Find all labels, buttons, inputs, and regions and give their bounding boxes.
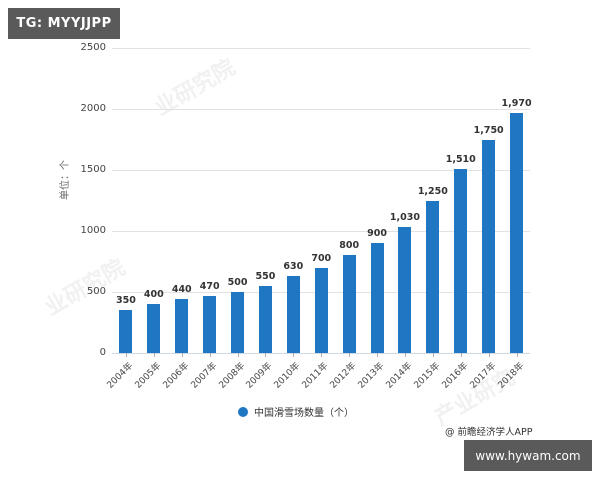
bar-value-label: 900 — [367, 228, 387, 240]
bar[interactable] — [119, 310, 133, 353]
x-tick-mark — [265, 353, 267, 357]
bar-value-label: 800 — [339, 240, 360, 252]
bar-value-label: 630 — [283, 261, 304, 273]
source-credit: @ 前瞻经济学人APP — [445, 427, 533, 438]
bar-value-label: 400 — [143, 289, 164, 301]
gridline — [112, 231, 530, 232]
bar-value-label: 700 — [311, 252, 332, 264]
gridline — [112, 48, 530, 49]
x-tick-mark — [488, 353, 490, 357]
bar[interactable] — [286, 276, 300, 353]
bar[interactable] — [342, 255, 356, 353]
y-tick: 1500 — [80, 164, 106, 175]
bar[interactable] — [203, 295, 217, 353]
legend[interactable]: 中国滑雪场数量（个） — [238, 404, 354, 419]
x-tick-mark — [237, 353, 239, 357]
x-tick-mark — [181, 353, 183, 357]
x-tick-mark — [321, 353, 323, 357]
bar[interactable] — [482, 139, 496, 353]
legend-label: 中国滑雪场数量（个） — [254, 408, 354, 419]
bar[interactable] — [258, 285, 272, 353]
bar[interactable] — [370, 243, 384, 353]
y-tick: 1000 — [80, 225, 106, 236]
legend-marker-icon — [238, 406, 248, 417]
y-tick: 0 — [99, 347, 106, 358]
x-tick-mark — [349, 353, 351, 357]
bar-value-label: 550 — [255, 270, 276, 282]
gridline — [112, 109, 530, 110]
y-tick: 2500 — [80, 42, 106, 53]
x-tick-mark — [460, 353, 462, 357]
x-axis-line — [112, 353, 530, 354]
site-badge: www.hywam.com — [464, 440, 592, 471]
bar[interactable] — [398, 227, 412, 353]
x-tick-mark — [432, 353, 434, 357]
bar[interactable] — [314, 267, 328, 353]
bar-value-label: 1,510 — [445, 153, 476, 165]
bar[interactable] — [454, 168, 468, 353]
x-tick-mark — [153, 353, 155, 357]
bar[interactable] — [175, 299, 189, 353]
bar-value-label: 1,030 — [389, 212, 420, 224]
bar[interactable] — [426, 200, 440, 353]
x-tick-mark — [125, 353, 127, 357]
bar-value-label: 440 — [171, 284, 192, 296]
bar-value-label: 1,970 — [501, 97, 532, 109]
bar[interactable] — [147, 304, 161, 353]
bar-value-label: 350 — [116, 295, 136, 307]
bar[interactable] — [510, 112, 524, 353]
bar[interactable] — [231, 292, 245, 353]
bar-value-label: 500 — [227, 277, 248, 288]
x-tick-mark — [516, 353, 518, 357]
y-tick: 2000 — [80, 103, 106, 114]
x-tick-mark — [209, 353, 211, 357]
bar-value-label: 1,750 — [473, 124, 504, 136]
x-tick-mark — [377, 353, 379, 357]
tg-badge: TG: MYYJJPP — [8, 8, 120, 39]
bar-value-label: 470 — [199, 280, 220, 292]
bar-value-label: 1,250 — [417, 185, 448, 197]
x-tick-mark — [293, 353, 295, 357]
gridline — [112, 170, 530, 171]
x-tick-mark — [404, 353, 406, 357]
y-tick: 500 — [86, 286, 106, 297]
